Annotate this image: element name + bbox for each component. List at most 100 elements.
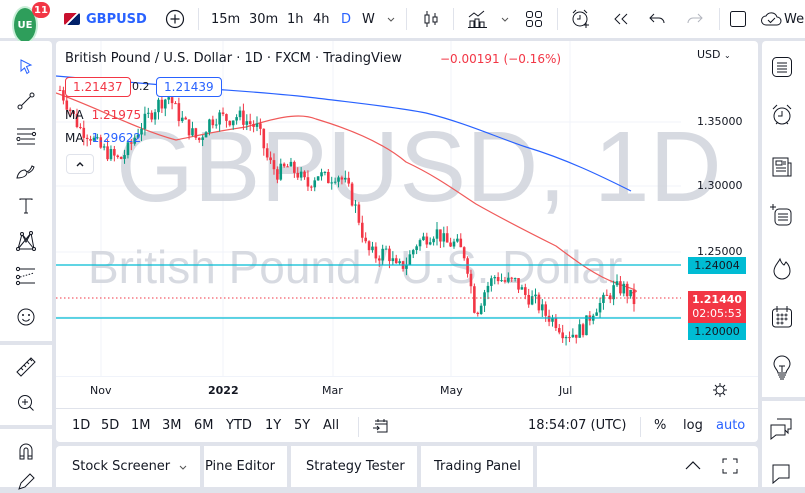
candle bbox=[568, 337, 571, 339]
magnet-mode-tool[interactable] bbox=[14, 439, 38, 463]
candle bbox=[500, 280, 503, 282]
candle bbox=[72, 111, 75, 114]
range-5y[interactable]: 5Y bbox=[294, 418, 311, 433]
chevron-down-icon bbox=[387, 17, 395, 22]
calendar-button[interactable] bbox=[768, 303, 796, 331]
timeframe-15m[interactable]: 15m bbox=[211, 11, 241, 27]
range-1y[interactable]: 1Y bbox=[265, 418, 282, 433]
candle bbox=[269, 157, 272, 161]
undo-icon bbox=[649, 13, 665, 24]
text-tool[interactable] bbox=[14, 194, 38, 218]
chat-bubbles-icon bbox=[770, 418, 792, 441]
zoom-in-tool[interactable] bbox=[14, 391, 38, 415]
price-chart[interactable]: GBPUSD, 1D British Pound / U.S. Dollar bbox=[56, 41, 758, 408]
chats-button[interactable] bbox=[768, 415, 796, 443]
collapse-legend-button[interactable] bbox=[66, 154, 94, 174]
watchlist-button[interactable] bbox=[768, 53, 796, 81]
range-6m[interactable]: 6M bbox=[194, 418, 214, 433]
sell-price-button[interactable]: 1.21437 bbox=[65, 77, 131, 97]
tab-trading-panel[interactable]: Trading Panel bbox=[422, 446, 537, 487]
indicators-dropdown[interactable] bbox=[500, 0, 510, 38]
candle bbox=[163, 99, 167, 109]
ideas-button[interactable] bbox=[768, 354, 796, 382]
measure-tool[interactable] bbox=[14, 355, 38, 379]
pattern-tool[interactable] bbox=[14, 229, 38, 253]
timeframe-d[interactable]: D bbox=[341, 11, 352, 27]
range-3m[interactable]: 3M bbox=[162, 418, 182, 433]
candle bbox=[428, 242, 432, 245]
expand-panel-button[interactable] bbox=[684, 459, 702, 475]
maximize-panel-button[interactable] bbox=[721, 457, 739, 479]
layout-button[interactable] bbox=[525, 0, 543, 38]
ma-slow-legend[interactable]: MA 1.29622 bbox=[65, 131, 141, 145]
auto-scale-toggle[interactable]: auto bbox=[716, 418, 746, 433]
flame-icon bbox=[773, 257, 791, 280]
range-1m[interactable]: 1M bbox=[131, 418, 151, 433]
candle bbox=[561, 332, 564, 339]
last-price-tag: 1.21440 02:05:53 bbox=[688, 291, 746, 323]
log-scale-toggle[interactable]: log bbox=[683, 418, 703, 433]
indicators-button[interactable] bbox=[467, 0, 489, 38]
chart-pane[interactable]: GBPUSD, 1D British Pound / U.S. Dollar B… bbox=[56, 41, 758, 408]
fullscreen-toggle-button[interactable] bbox=[729, 0, 747, 38]
chart-settings-button[interactable] bbox=[712, 382, 728, 402]
candle bbox=[503, 280, 507, 282]
chart-type-button[interactable] bbox=[422, 0, 440, 38]
range-all[interactable]: All bbox=[323, 418, 340, 433]
last-price: 1.21440 bbox=[691, 293, 743, 306]
candle bbox=[381, 248, 384, 261]
candle bbox=[564, 337, 568, 339]
candle bbox=[384, 248, 388, 250]
range-1d[interactable]: 1D bbox=[72, 418, 91, 433]
candle bbox=[415, 246, 418, 251]
chart-legend-title[interactable]: British Pound / U.S. Dollar · 1D · FXCM … bbox=[65, 51, 402, 66]
candle bbox=[231, 120, 235, 126]
data-window-button[interactable] bbox=[768, 201, 796, 229]
clock-timezone[interactable]: 18:54:07 (UTC) bbox=[528, 418, 627, 433]
range-ytd[interactable]: YTD bbox=[226, 418, 252, 433]
divider bbox=[198, 8, 199, 30]
news-button[interactable] bbox=[768, 153, 796, 181]
ruler-icon bbox=[16, 357, 36, 377]
cursor-tool[interactable] bbox=[14, 55, 38, 79]
percent-scale-toggle[interactable]: % bbox=[654, 418, 667, 433]
tab-stock-screener[interactable]: Stock Screener bbox=[60, 446, 205, 487]
timeframe-4h[interactable]: 4h bbox=[313, 11, 330, 27]
range-5d[interactable]: 5D bbox=[101, 418, 120, 433]
symbol-search-button[interactable]: GBPUSD bbox=[64, 0, 147, 38]
candle bbox=[116, 155, 120, 157]
time-label: Mar bbox=[322, 384, 343, 397]
buy-price-button[interactable]: 1.21439 bbox=[156, 77, 222, 97]
alerts-button[interactable] bbox=[768, 101, 796, 129]
candle bbox=[632, 289, 636, 305]
candle bbox=[357, 204, 361, 223]
icons-tool[interactable] bbox=[14, 305, 38, 329]
timeframe-w[interactable]: W bbox=[362, 11, 375, 27]
create-alert-button[interactable] bbox=[570, 0, 592, 38]
cloud-save-button[interactable]: We bbox=[760, 0, 804, 38]
ma-fast-legend[interactable]: MA 1.21975 bbox=[65, 108, 141, 122]
trend-line-tool[interactable] bbox=[14, 89, 38, 113]
notification-badge: 11 bbox=[32, 2, 50, 18]
redo-button[interactable] bbox=[686, 0, 704, 38]
candle bbox=[106, 146, 109, 160]
brush-tool[interactable] bbox=[14, 159, 38, 183]
timeframe-1h[interactable]: 1h bbox=[287, 11, 304, 27]
messages-button[interactable] bbox=[768, 459, 796, 487]
candle bbox=[208, 119, 211, 133]
tab-strategy-tester[interactable]: Strategy Tester bbox=[294, 446, 421, 487]
tab-pine-editor[interactable]: Pine Editor bbox=[193, 446, 292, 487]
price-tick: 1.25000 bbox=[697, 245, 743, 258]
timeframe-dropdown[interactable] bbox=[386, 0, 396, 38]
go-to-date-button[interactable] bbox=[372, 417, 390, 439]
stay-in-drawing-mode-tool[interactable] bbox=[14, 469, 38, 493]
hotlists-button[interactable] bbox=[768, 255, 796, 283]
prediction-tool[interactable] bbox=[14, 264, 38, 288]
replay-button[interactable] bbox=[612, 0, 630, 38]
timeframe-30m[interactable]: 30m bbox=[249, 11, 279, 27]
fib-retracement-tool[interactable] bbox=[14, 124, 38, 148]
candle bbox=[493, 277, 497, 279]
currency-selector[interactable]: USD ⌄ bbox=[697, 48, 731, 61]
compare-add-symbol-button[interactable] bbox=[165, 0, 185, 38]
undo-button[interactable] bbox=[648, 0, 666, 38]
